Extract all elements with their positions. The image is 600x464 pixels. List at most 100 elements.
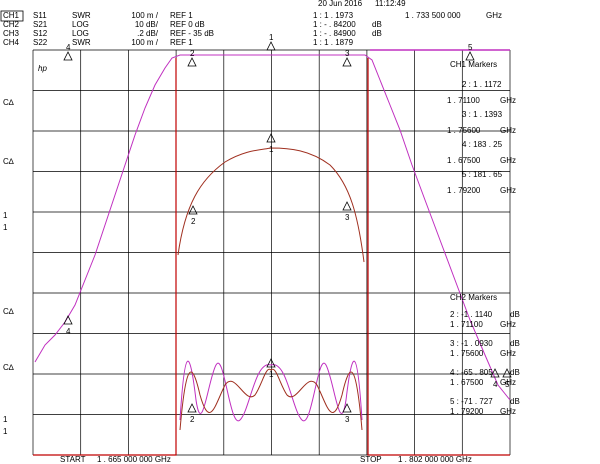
parameter: S22 (33, 38, 48, 47)
active-channel-box (0, 10, 24, 22)
stop-value: 1 . 802 000 000 GHz (398, 455, 472, 464)
frequency-unit: GHz (486, 11, 502, 20)
reference: REF 1 (170, 38, 193, 47)
marker-label: 4 (66, 327, 71, 336)
marker-label: 2 (191, 217, 196, 226)
left-label: C∆ (3, 363, 14, 372)
left-label: 1 (3, 223, 8, 232)
frequency-unit: GHz (500, 96, 516, 105)
marker-value: 4 : -65 . 805 (450, 368, 493, 377)
time: 11:12:49 (375, 0, 406, 8)
value-unit: dB (510, 368, 520, 377)
reference: REF 1 (170, 11, 193, 20)
marker-label: 3 (345, 213, 350, 222)
marker-triangle (63, 315, 73, 325)
marker-readout: 1 : - . 84900 (313, 29, 356, 38)
marker-readout: 1 : - . 84200 (313, 20, 356, 29)
ch1-markers-title: CH1 Markers (450, 60, 497, 69)
channel-id: CH4 (3, 38, 20, 47)
trace-s12 (177, 147, 365, 263)
marker-frequency: 1 . 71100 (447, 96, 480, 105)
parameter: S11 (33, 11, 47, 20)
left-label: C∆ (3, 157, 14, 166)
marker-triangle (187, 57, 197, 67)
readout-unit: dB (372, 20, 382, 29)
marker-frequency: 1 . 67500 (450, 378, 484, 387)
marker-label: 4 (66, 43, 71, 52)
value-unit: dB (510, 397, 520, 406)
marker-value: 5 : 181 . 65 (462, 170, 503, 179)
marker-label: 5 (505, 380, 510, 389)
channel-id: CH3 (3, 29, 20, 38)
trace-s11-ripple (179, 360, 363, 422)
marker-triangle (266, 41, 276, 51)
marker-readout: 1 : 1 . 1879 (313, 38, 354, 47)
frequency-unit: GHz (500, 156, 516, 165)
frequency-unit: GHz (500, 320, 516, 329)
marker-triangle (465, 51, 475, 61)
start-label: START (60, 455, 86, 464)
marker-triangle (63, 51, 73, 61)
trace-s11 (34, 54, 511, 401)
reference: REF 0 dB (170, 20, 205, 29)
format: LOG (72, 29, 89, 38)
marker-label: 1 (269, 370, 274, 379)
marker-value: 3 : 1 . 1393 (462, 110, 503, 119)
marker-frequency: 1 . 75600 (450, 349, 484, 358)
frequency-unit: GHz (500, 186, 516, 195)
marker-frequency: 1 . 71100 (450, 320, 483, 329)
readout-unit: dB (372, 29, 382, 38)
trace-s21-walls (33, 58, 510, 456)
marker-frequency: 1 . 79200 (447, 186, 481, 195)
channel-id: CH1 (3, 11, 20, 20)
marker-label: 2 (190, 49, 195, 58)
left-label: 1 (3, 427, 8, 436)
marker-label: 3 (345, 49, 350, 58)
parameter: S12 (33, 29, 48, 38)
marker-readout: 1 : 1 . 1973 (313, 11, 354, 20)
marker-value: 2 : -1 . 1140 (450, 310, 493, 319)
frequency-unit: GHz (500, 378, 516, 387)
marker-value: 2 : 1 . 1172 (462, 80, 502, 89)
marker-triangle (502, 368, 512, 378)
frequency-unit: GHz (500, 407, 516, 416)
reference: REF - 35 dB (170, 29, 214, 38)
marker-value: 4 : 183 . 25 (462, 140, 503, 149)
marker-frequency: 1 . 67500 (447, 156, 481, 165)
start-value: 1 . 665 000 000 GHz (97, 455, 171, 464)
marker-label: 3 (345, 415, 350, 424)
stop-label: STOP (360, 455, 382, 464)
marker-triangle (490, 368, 500, 378)
ch2-markers-title: CH2 Markers (450, 293, 497, 302)
format: SWR (72, 11, 91, 20)
left-label: 1 (3, 415, 8, 424)
texts: 20 Jun 2016 11:12:49 CH1 S11 SWR 100 m / REF 1… (0, 0, 520, 464)
marker-frequency: 1 . 75600 (447, 126, 481, 135)
date: 20 Jun 2016 (318, 0, 363, 8)
frequency-unit: GHz (500, 349, 516, 358)
marker-triangle (266, 358, 276, 368)
trace-s22-ripple (179, 368, 363, 431)
format: SWR (72, 38, 91, 47)
scale: 10 dB/ (135, 20, 159, 29)
marker-triangle (266, 133, 276, 143)
left-label: C∆ (3, 98, 14, 107)
marker-triangle (342, 57, 352, 67)
scale: 100 m / (131, 11, 158, 20)
marker-value: 3 : -1 . 0930 (450, 339, 493, 348)
marker-frequency: 1 . 733 500 000 (405, 11, 461, 20)
marker-label: 5 (468, 43, 473, 52)
value-unit: dB (510, 339, 520, 348)
marker-frequency: 1 . 79200 (450, 407, 484, 416)
grid (32, 49, 511, 456)
marker-triangle (342, 403, 352, 413)
left-label: 1 (3, 211, 8, 220)
marker-label: 4 (493, 380, 498, 389)
marker-triangle (188, 205, 198, 215)
value-unit: dB (510, 310, 520, 319)
marker-label: 1 (269, 145, 274, 154)
frequency-unit: GHz (500, 126, 516, 135)
